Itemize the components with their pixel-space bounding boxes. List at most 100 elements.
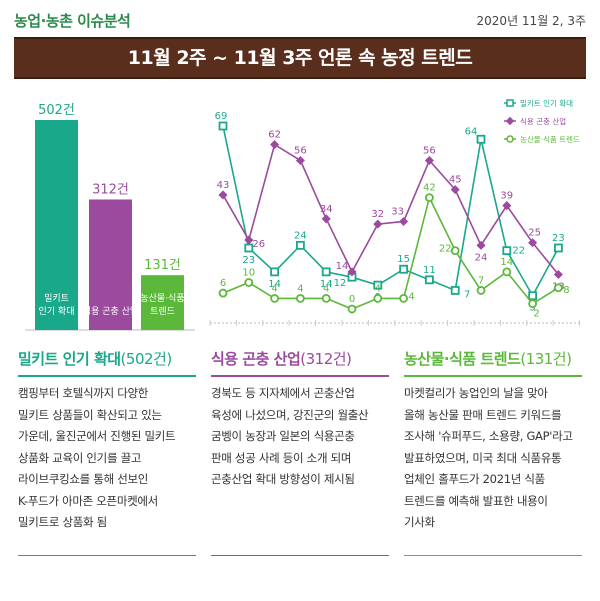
column-body-line: 상품화 교육이 인기를 끌고: [18, 450, 142, 465]
legend-marker: [506, 99, 514, 107]
column-body-line: 캠핑부터 호텔식까지 다양한: [18, 386, 149, 400]
point-marker: [554, 283, 563, 293]
point-value-label: 6: [220, 278, 226, 289]
point-marker: [321, 214, 331, 224]
point-value-label: 2: [533, 309, 539, 320]
point-value-label: 32: [371, 209, 384, 220]
legend-label: 식용 곤충 산업: [520, 116, 566, 126]
point-marker: [476, 240, 486, 250]
bar-category-line: 트렌드: [150, 306, 175, 317]
point-marker: [476, 286, 486, 295]
point-marker: [553, 269, 563, 280]
bar-category-line: 인기 확대: [39, 305, 75, 317]
column-divider: [211, 555, 389, 556]
point-value-label: 7: [478, 275, 484, 286]
point-marker: [399, 216, 409, 227]
point-value-label: 15: [397, 254, 410, 265]
column-title-text: 농산물·식품 트렌드: [404, 350, 521, 368]
point-marker: [295, 155, 305, 166]
bar-category-line: 농산물·식품: [140, 293, 184, 304]
point-value-label: 10: [242, 267, 255, 278]
point-marker: [476, 134, 486, 144]
point-value-label: 64: [465, 126, 478, 137]
point-marker: [373, 293, 383, 303]
page-title: 11월 2주 ~ 11월 3주 언론 속 농정 트렌드: [127, 47, 473, 69]
point-marker: [244, 278, 254, 287]
section-category: 농업·농촌 이슈분석: [14, 12, 131, 30]
column-body-line: 밀키트 상품들이 확산되고 있는: [18, 407, 162, 422]
point-marker: [502, 267, 512, 277]
column-body-line: 라이브쿠킹쇼를 통해 선보인: [18, 472, 149, 486]
column-title-meal-kit: 밀키트 인기 확대(502건): [18, 348, 196, 377]
point-value-label: 56: [423, 145, 436, 156]
column-body-line: 곤충산업 확대 방향성이 제시됨: [211, 472, 355, 486]
point-marker: [270, 293, 280, 303]
point-value-label: 4: [375, 283, 381, 294]
point-value-label: 14: [500, 257, 513, 268]
point-value-label: 23: [242, 255, 255, 266]
point-marker: [502, 246, 512, 256]
column-count: (502건): [120, 350, 173, 368]
point-value-label: 45: [449, 175, 462, 186]
bar-category-line: 식용 곤충 산업: [83, 306, 138, 317]
point-value-label: 11: [423, 265, 436, 276]
column-body: 캠핑부터 호텔식까지 다양한 밀키트 상품들이 확산되고 있는 가운데, 울진군에서…: [18, 383, 196, 534]
point-marker: [528, 299, 537, 309]
column-body-line: 기사화: [404, 515, 435, 529]
point-value-label: 14: [336, 261, 349, 272]
point-marker: [399, 264, 409, 274]
series-line: [222, 143, 560, 276]
legend-label: 농산물·식품 트렌드: [520, 134, 580, 144]
column-body-line: 올해 농산물 판매 트렌드 키워드를: [404, 407, 562, 422]
column-body-line: 마켓컬리가 농업인의 날을 맞아: [404, 386, 548, 400]
point-value-label: 42: [423, 183, 436, 194]
point-value-label: 4: [297, 283, 303, 294]
point-value-label: 5: [529, 303, 535, 314]
point-marker: [528, 291, 537, 301]
legend-label: 밀키트 인기 확대: [520, 98, 573, 108]
column-body-line: 조사해 '슈퍼푸드, 소용량, GAP'라고: [404, 429, 573, 443]
point-marker: [321, 293, 331, 303]
point-value-label: 12: [334, 278, 347, 289]
column-title-text: 밀키트 인기 확대: [18, 350, 121, 368]
point-marker: [450, 246, 460, 256]
point-value-label: 24: [475, 252, 488, 263]
bar: [35, 120, 78, 330]
point-value-label: 56: [294, 145, 307, 156]
point-marker: [424, 193, 434, 203]
column-count: (312건): [300, 350, 352, 368]
point-marker: [244, 235, 254, 245]
point-value-label: 8: [563, 285, 569, 296]
point-value-label: 22: [512, 246, 525, 257]
column-body-line: 트렌드를 예측해 발표한 내용이: [404, 493, 548, 508]
point-marker: [424, 155, 434, 166]
column-count: (131건): [520, 350, 572, 368]
legend-marker: [505, 116, 515, 126]
column-body: 경북도 등 지자체에서 곤충산업 육성에 나섰으며, 강진군의 월출산 굼벵이 농장…: [211, 383, 389, 491]
column-body-line: 굼벵이 농장과 일본의 식용곤충: [211, 429, 355, 443]
point-value-label: 0: [349, 294, 355, 305]
point-value-label: 4: [408, 291, 414, 302]
point-value-label: 4: [271, 283, 277, 294]
column-body-line: 업체인 홀푸드가 2021년 식품: [404, 472, 545, 486]
point-value-label: 14: [320, 279, 333, 290]
report-date: 2020년 11월 2, 3주: [476, 14, 586, 28]
bar: [89, 199, 132, 330]
point-marker: [218, 190, 228, 200]
point-value-label: 39: [500, 191, 513, 202]
point-marker: [528, 238, 538, 248]
column-divider: [18, 555, 196, 556]
column-body-line: 발표하였으며, 미국 최대 식품유통: [404, 450, 562, 465]
point-value-label: 26: [252, 239, 265, 250]
point-marker: [399, 293, 409, 303]
point-value-label: 43: [217, 180, 230, 191]
point-marker: [502, 201, 512, 211]
bar-value-label: 312건: [92, 182, 129, 197]
column-body-line: 판매 성공 사례 등이 소개 되며: [211, 450, 352, 465]
point-value-label: 69: [215, 111, 228, 122]
column-title-trend: 농산물·식품 트렌드(131건): [404, 348, 582, 377]
